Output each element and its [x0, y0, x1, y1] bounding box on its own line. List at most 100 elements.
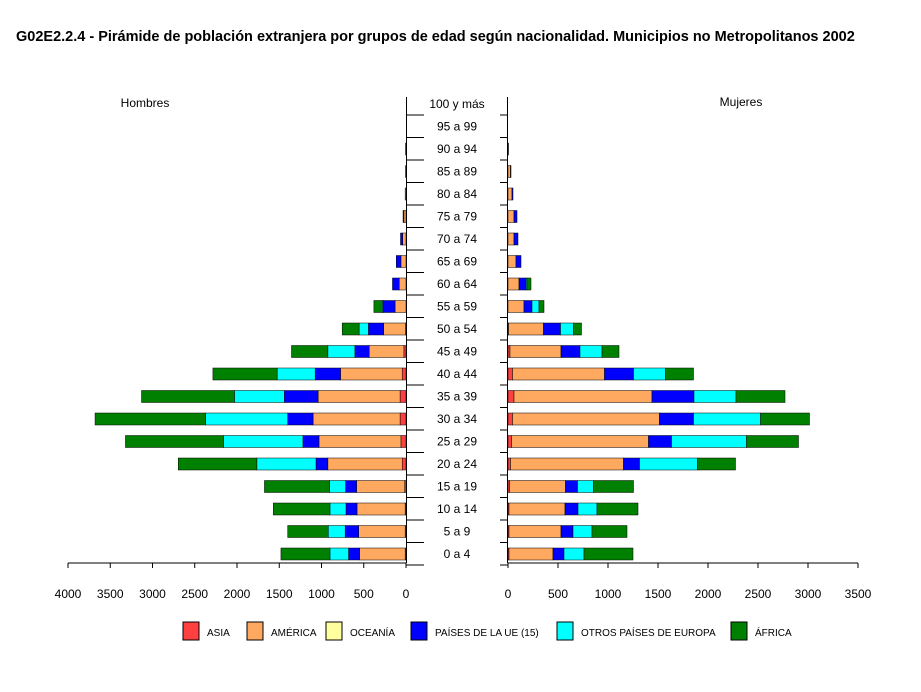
bar-mujeres-segment	[639, 457, 698, 471]
bar-mujeres-segment	[577, 502, 598, 516]
bar-hombres-segment	[312, 412, 401, 426]
hombres-label: Hombres	[121, 96, 170, 110]
bar-mujeres-segment	[507, 435, 512, 448]
bar-mujeres-segment	[507, 367, 513, 381]
left-x-tick-label: 4000	[55, 587, 82, 601]
bar-hombres-segment	[398, 277, 407, 291]
bar-mujeres-segment	[523, 300, 533, 313]
age-group-label: 35 a 39	[437, 390, 477, 404]
left-x-tick-label: 2500	[181, 587, 208, 601]
bar-mujeres-segment	[760, 412, 810, 426]
bar-mujeres-segment	[511, 435, 649, 448]
right-x-tick-label: 2500	[745, 587, 772, 601]
left-x-tick-label: 500	[354, 587, 374, 601]
bar-hombres-segment	[287, 525, 329, 538]
legend-swatch	[325, 621, 343, 641]
bar-mujeres-segment	[507, 390, 515, 403]
bar-hombres-segment	[368, 345, 405, 358]
bar-hombres-segment	[392, 277, 400, 291]
bar-hombres-segment	[348, 547, 360, 561]
legend-swatch	[556, 621, 574, 641]
right-x-tick-label: 1500	[645, 587, 672, 601]
bar-hombres-segment	[280, 547, 331, 561]
bar-mujeres-segment	[665, 367, 694, 381]
bar-hombres-segment	[373, 300, 383, 313]
age-group-label: 55 a 59	[437, 300, 477, 314]
bar-mujeres-segment	[735, 390, 786, 403]
mujeres-label: Mujeres	[720, 95, 763, 109]
legend-label: ÁFRICA	[755, 626, 792, 639]
bar-hombres-segment	[264, 480, 330, 493]
bar-mujeres-segment	[512, 412, 660, 426]
bar-mujeres-segment	[693, 390, 737, 403]
bar-hombres-segment	[356, 502, 406, 516]
bar-mujeres-segment	[633, 367, 666, 381]
age-group-label: 20 a 24	[437, 457, 477, 471]
bar-hombres-segment	[205, 412, 288, 426]
age-group-label: 10 a 14	[437, 502, 477, 516]
bar-mujeres-segment	[659, 412, 694, 426]
legend-label: OTROS PAÍSES DE EUROPA	[581, 626, 716, 639]
bar-hombres-segment	[383, 322, 406, 336]
bar-mujeres-segment	[507, 142, 509, 156]
bar-hombres-segment	[329, 502, 347, 516]
bar-mujeres-segment	[511, 187, 514, 201]
legend-swatch	[246, 621, 264, 641]
age-group-label: 100 y más	[429, 97, 484, 111]
bar-hombres-segment	[327, 345, 356, 358]
chart-title: G02E2.2.4 - Pirámide de población extran…	[16, 29, 855, 45]
age-group-label: 40 a 44	[437, 367, 477, 381]
bar-mujeres-segment	[508, 502, 566, 516]
left-x-tick-label: 3500	[97, 587, 124, 601]
bar-hombres-segment	[273, 502, 331, 516]
bar-hombres-segment	[94, 412, 206, 426]
bar-mujeres-segment	[509, 345, 562, 358]
bar-mujeres-segment	[507, 165, 511, 178]
bar-mujeres-segment	[604, 367, 634, 381]
bar-hombres-segment	[314, 367, 341, 381]
bar-mujeres-segment	[596, 502, 639, 516]
bar-mujeres-segment	[507, 457, 511, 471]
age-group-label: 80 a 84	[437, 187, 477, 201]
bar-hombres-segment	[302, 435, 320, 448]
bar-mujeres-segment	[623, 457, 640, 471]
bar-hombres-segment	[234, 390, 285, 403]
bar-hombres-segment	[400, 435, 407, 448]
bar-hombres-segment	[341, 322, 360, 336]
bar-mujeres-segment	[593, 480, 634, 493]
bar-hombres-segment	[403, 345, 407, 358]
legend-swatch	[730, 621, 748, 641]
bar-mujeres-segment	[515, 255, 522, 268]
bar-hombres-segment	[402, 210, 405, 223]
bar-hombres-segment	[315, 457, 329, 471]
age-group-label: 85 a 89	[437, 165, 477, 179]
bar-mujeres-segment	[552, 547, 565, 561]
left-x-tick-label: 3000	[139, 587, 166, 601]
age-group-label: 5 a 9	[444, 525, 471, 539]
bar-hombres-segment	[345, 480, 357, 493]
bar-mujeres-segment	[526, 277, 532, 291]
bar-mujeres-segment	[508, 525, 562, 538]
age-group-label: 70 a 74	[437, 232, 477, 246]
bar-hombres-segment	[394, 300, 407, 313]
bar-mujeres-segment	[508, 322, 544, 336]
bar-mujeres-segment	[560, 525, 574, 538]
bar-hombres-segment	[396, 255, 402, 268]
bar-hombres-segment	[402, 232, 407, 246]
bar-mujeres-segment	[507, 232, 515, 246]
bar-hombres-segment	[359, 547, 406, 561]
bar-mujeres-segment	[563, 547, 585, 561]
bar-mujeres-segment	[507, 345, 511, 358]
age-group-label: 60 a 64	[437, 277, 477, 291]
legend-label: PAÍSES DE LA UE (15)	[435, 626, 539, 639]
bar-mujeres-segment	[693, 412, 761, 426]
bar-hombres-segment	[178, 457, 258, 471]
bar-hombres-segment	[399, 412, 407, 426]
bar-hombres-segment	[284, 390, 319, 403]
bar-hombres-segment	[329, 547, 349, 561]
left-x-tick-label: 2000	[224, 587, 251, 601]
bar-hombres-segment	[329, 480, 346, 493]
bar-hombres-segment	[276, 367, 316, 381]
bar-hombres-segment	[358, 525, 406, 538]
bar-mujeres-segment	[651, 390, 695, 403]
